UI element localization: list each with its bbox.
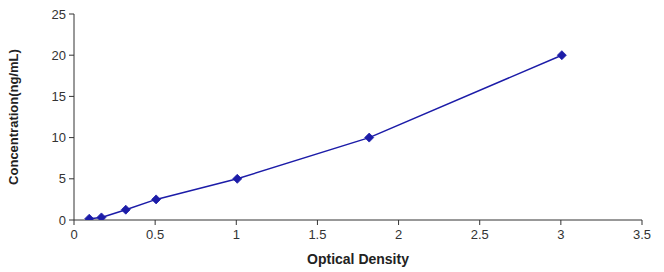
y-tick-label: 0 — [59, 213, 66, 228]
data-line — [89, 55, 562, 219]
x-tick-label: 1 — [233, 227, 240, 242]
x-tick-label: 2.5 — [471, 227, 489, 242]
data-point — [152, 195, 161, 204]
x-axis-label: Optical Density — [307, 251, 409, 267]
page: {"chart_data": {"type": "line", "x": [0.… — [0, 0, 664, 272]
chart-container: 0 0.5 1 1.5 2 2.5 3 3.5 0 5 10 15 20 25 Optical Densit… — [0, 0, 664, 272]
x-tick — [317, 220, 318, 225]
x-tick-label: 0 — [70, 227, 77, 242]
y-tick-label: 5 — [59, 171, 66, 186]
y-tick — [69, 14, 74, 15]
y-tick-label: 15 — [52, 89, 66, 104]
x-tick-label: 2 — [395, 227, 402, 242]
x-tick — [236, 220, 237, 225]
x-tick — [642, 220, 643, 225]
x-tick — [74, 220, 75, 225]
plot-area — [85, 51, 567, 220]
y-tick-label: 10 — [52, 130, 66, 145]
data-point — [85, 214, 94, 220]
y-tick — [69, 96, 74, 97]
data-point — [97, 213, 106, 220]
y-tick — [69, 137, 74, 138]
data-point — [121, 205, 130, 214]
axes: 0 0.5 1 1.5 2 2.5 3 3.5 0 5 10 15 20 25 — [52, 7, 652, 243]
x-tick-label: 3.5 — [633, 227, 651, 242]
y-tick-label: 25 — [52, 7, 66, 22]
x-tick — [560, 220, 561, 225]
y-tick — [69, 220, 74, 221]
data-point — [233, 174, 242, 183]
data-point — [365, 133, 374, 142]
y-tick — [69, 55, 74, 56]
y-tick-label: 20 — [52, 48, 66, 63]
x-tick — [398, 220, 399, 225]
y-axis-line — [74, 14, 75, 220]
chart-svg: 0 0.5 1 1.5 2 2.5 3 3.5 0 5 10 15 20 25 Optical Densit… — [0, 0, 664, 272]
x-tick-label: 1.5 — [308, 227, 326, 242]
x-axis-line — [74, 220, 642, 221]
data-point — [557, 51, 566, 60]
y-axis-label: Concentration(ng/mL) — [6, 49, 21, 185]
y-tick — [69, 178, 74, 179]
x-tick — [155, 220, 156, 225]
x-tick — [479, 220, 480, 225]
x-tick-label: 3 — [557, 227, 564, 242]
x-tick-label: 0.5 — [146, 227, 164, 242]
